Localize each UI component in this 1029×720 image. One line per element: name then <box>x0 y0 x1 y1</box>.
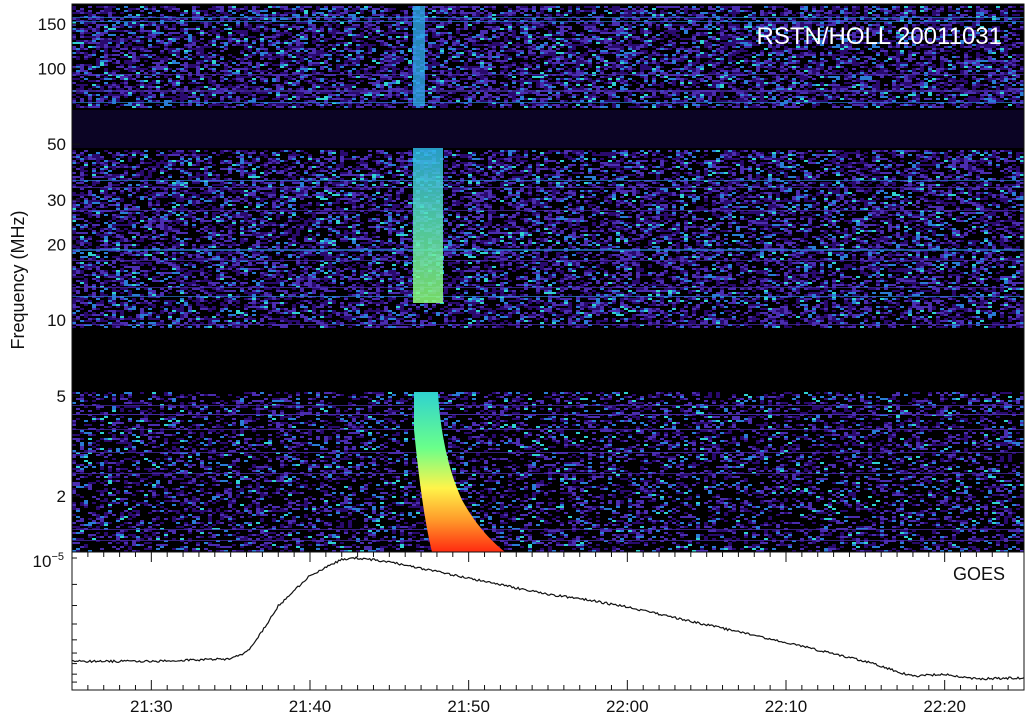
ytick-label: 100 <box>38 59 66 78</box>
xtick-label: 21:30 <box>130 697 173 716</box>
data-gap-band-20mhz <box>72 330 1024 390</box>
xtick-label: 22:20 <box>923 697 966 716</box>
ytick-label: 10 <box>47 311 66 330</box>
xtick-label: 21:50 <box>447 697 490 716</box>
ytick-label: 50 <box>47 135 66 154</box>
ytick-label: 5 <box>57 387 66 406</box>
xtick-label: 21:40 <box>289 697 332 716</box>
ytick-label: 20 <box>47 235 66 254</box>
xtick-label: 22:10 <box>765 697 808 716</box>
data-gap-band-100mhz <box>72 110 1024 148</box>
ytick-label: 150 <box>38 15 66 34</box>
goes-background <box>72 552 1024 690</box>
spectrogram-panel: RSTN/HOLL 20011031 Frequency (MHz) 2 5 10 2… <box>8 4 1024 552</box>
xtick-label: 22:00 <box>606 697 649 716</box>
goes-label: GOES <box>953 564 1005 584</box>
burst-rstn <box>413 148 443 303</box>
goes-panel: GOES 10−5 21:30 21:40 21:50 22:00 22:10 22:20 <box>33 551 1024 716</box>
burst-rstn-top <box>413 6 425 106</box>
ytick-label: 2 <box>57 487 66 506</box>
ytick-label: 30 <box>47 191 66 210</box>
goes-ytick-label: 10−5 <box>33 551 64 571</box>
spectrogram-title: RSTN/HOLL 20011031 <box>757 23 1002 50</box>
y-axis-title: Frequency (MHz) <box>8 210 28 349</box>
